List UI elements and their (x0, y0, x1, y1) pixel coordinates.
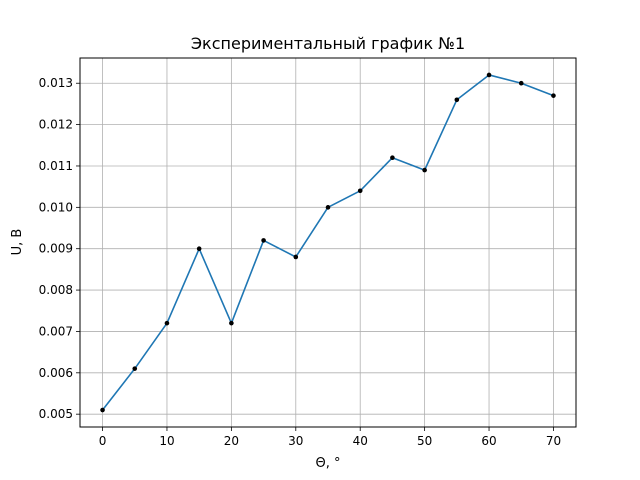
plot-frame (79, 57, 577, 428)
y-tick-label: 0.010 (39, 200, 73, 214)
data-point (100, 407, 105, 413)
data-point (261, 238, 266, 243)
data-point (422, 167, 427, 173)
y-tick-label: 0.012 (39, 118, 73, 132)
y-tick-label: 0.006 (39, 366, 73, 380)
data-point (551, 93, 556, 98)
y-tick-label: 0.009 (39, 242, 73, 256)
x-axis-label: Θ, ° (316, 456, 341, 471)
chart-title: Экспериментальный график №1 (191, 34, 465, 53)
data-point (518, 80, 524, 86)
y-tick-label: 0.005 (39, 407, 73, 421)
data-point (132, 366, 138, 371)
data-point (454, 97, 460, 103)
x-tick-label: 40 (353, 434, 368, 448)
x-tick-label: 20 (224, 434, 239, 448)
data-point (486, 72, 492, 78)
x-tick-label: 70 (546, 434, 561, 448)
y-tick-label: 0.007 (39, 324, 73, 338)
y-axis-ticks: 0.005 0.006 0.007 0.008 0.009 0.010 0.011 0.012… (39, 76, 80, 421)
data-point (293, 254, 299, 260)
data-point (196, 246, 202, 252)
x-tick-label: 50 (417, 434, 432, 448)
y-tick-label: 0.011 (39, 159, 73, 173)
x-axis-ticks: 0 10 20 30 40 50 60 70 (99, 427, 561, 448)
data-point (390, 155, 395, 160)
y-tick-label: 0.013 (39, 76, 73, 90)
data-point (229, 320, 234, 326)
data-point (325, 205, 331, 210)
series-markers (100, 72, 556, 413)
data-point (357, 188, 363, 194)
x-tick-label: 10 (159, 434, 174, 448)
data-point (164, 320, 170, 326)
y-tick-label: 0.008 (39, 283, 73, 297)
x-tick-label: 30 (288, 434, 303, 448)
x-tick-label: 60 (481, 434, 496, 448)
y-axis-label: U, В (10, 229, 25, 256)
x-tick-label: 0 (99, 434, 107, 448)
